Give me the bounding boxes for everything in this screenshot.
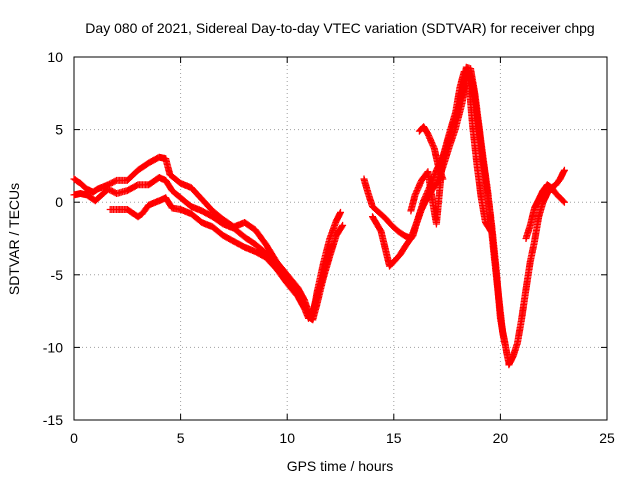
series-points-track-g xyxy=(415,123,447,183)
axis-ticks xyxy=(73,56,608,421)
series-points-track-i xyxy=(522,181,568,242)
y-axis-label: SDTVAR / TECUs xyxy=(6,183,22,295)
x-tick-label: 5 xyxy=(177,430,185,446)
series-track-c xyxy=(106,194,336,322)
y-tick-label: -5 xyxy=(51,267,64,283)
x-tick-label: 0 xyxy=(70,430,78,446)
series-track-i xyxy=(522,181,568,242)
series-points-track-f xyxy=(407,68,496,237)
x-tick-labels: 0 5 10 15 20 25 xyxy=(70,430,615,446)
y-tick-label: 0 xyxy=(55,194,63,210)
plot-frame xyxy=(73,56,608,421)
series-track-g xyxy=(415,123,447,183)
x-tick-label: 15 xyxy=(386,430,402,446)
x-tick-label: 25 xyxy=(599,430,615,446)
y-tick-label: -15 xyxy=(43,412,63,428)
x-tick-label: 20 xyxy=(493,430,509,446)
y-tick-label: 5 xyxy=(55,122,63,138)
series-track-f xyxy=(407,68,496,237)
chart-title: Day 080 of 2021, Sidereal Day-to-day VTE… xyxy=(85,20,594,36)
series-points-track-c xyxy=(106,194,336,322)
y-tick-labels: -15 -10 -5 0 5 10 xyxy=(43,49,63,428)
data-marks xyxy=(70,63,568,369)
y-tick-label: -10 xyxy=(43,339,63,355)
x-tick-label: 10 xyxy=(279,430,295,446)
y-tick-label: 10 xyxy=(47,49,63,65)
x-axis-label: GPS time / hours xyxy=(287,458,394,474)
